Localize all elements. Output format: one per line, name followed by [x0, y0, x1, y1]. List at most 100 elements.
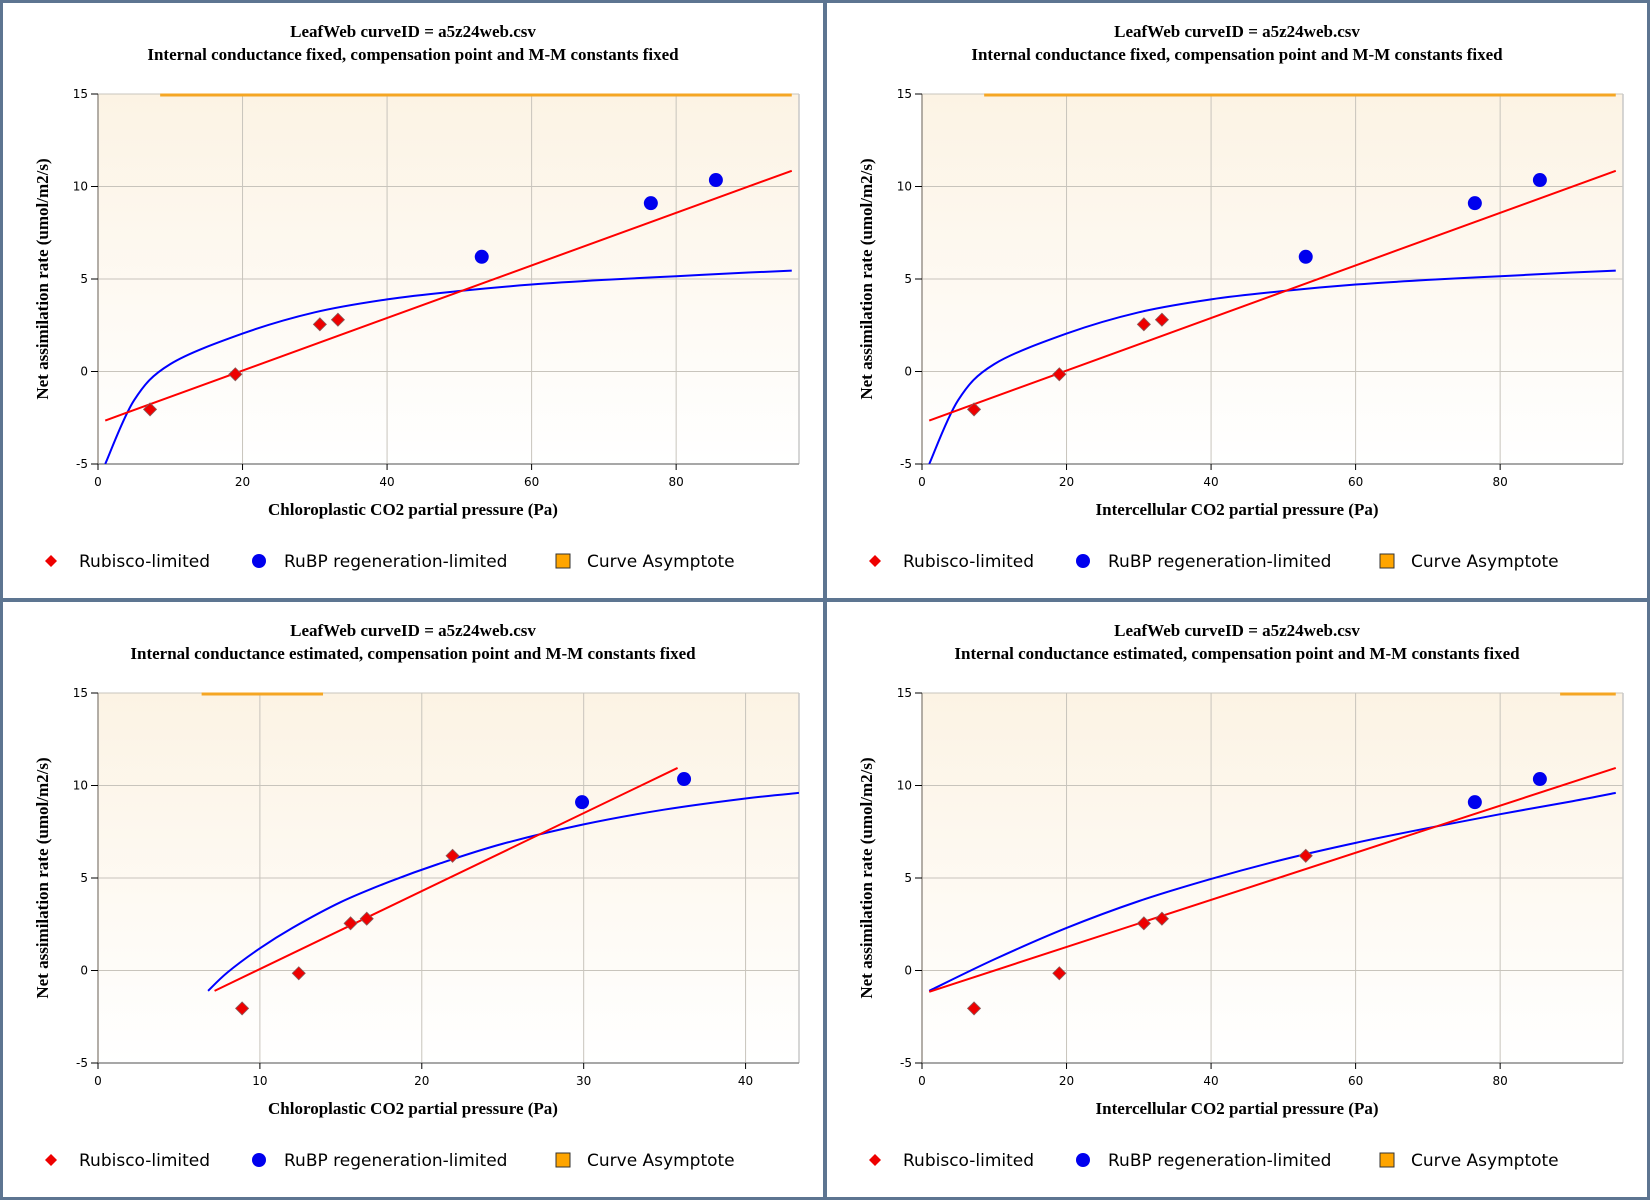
legend-asymptote-icon [555, 553, 571, 569]
x-tick-label: 40 [379, 475, 394, 489]
y-tick-label: 0 [80, 964, 88, 978]
x-tick-label: 40 [738, 1074, 753, 1088]
x-tick-label: 60 [1348, 475, 1363, 489]
chart-subtitle: Internal conductance estimated, compensa… [954, 644, 1520, 663]
rubp-point [575, 795, 590, 810]
x-tick-label: 60 [524, 475, 539, 489]
y-tick-label: 0 [904, 365, 912, 379]
chart-subtitle: Internal conductance fixed, compensation… [147, 45, 679, 64]
legend-rubisco-label: Rubisco-limited [903, 1151, 1034, 1171]
chart-svg: LeafWeb curveID = a5z24web.csv Internal c… [33, 621, 800, 1171]
chart-title: LeafWeb curveID = a5z24web.csv [1114, 621, 1360, 640]
legend-rubp-icon [1076, 1153, 1090, 1167]
legend-rubisco-icon [869, 555, 881, 567]
rubisco-point [1298, 848, 1313, 863]
y-axis-title: Net assimilation rate (umol/m2/s) [857, 158, 876, 399]
chart-title: LeafWeb curveID = a5z24web.csv [290, 22, 536, 41]
y-tick-label: -5 [900, 1056, 912, 1070]
y-tick-label: -5 [76, 457, 88, 471]
x-axis-title: Intercellular CO2 partial pressure (Pa) [1096, 1099, 1379, 1118]
rubisco-point [359, 911, 374, 926]
horizontal-divider [0, 598, 1650, 602]
y-tick-label: 15 [73, 686, 88, 700]
rubisco-fit-line [928, 766, 1617, 993]
rubisco-point [1136, 916, 1151, 931]
legend-rubp-label: RuBP regeneration-limited [284, 1151, 507, 1171]
legend-asymptote-label: Curve Asymptote [587, 1151, 735, 1171]
rubp-point [708, 173, 723, 188]
rubisco-point [1154, 312, 1169, 327]
legend-rubp-label: RuBP regeneration-limited [1108, 552, 1331, 572]
x-tick-label: 80 [669, 475, 684, 489]
y-tick-label: 15 [897, 686, 912, 700]
legend-rubp-label: RuBP regeneration-limited [1108, 1151, 1331, 1171]
rubp-fit-curve [104, 269, 792, 464]
y-tick-label: 10 [897, 779, 912, 793]
y-tick-label: -5 [900, 457, 912, 471]
x-tick-label: 0 [918, 475, 926, 489]
legend-asymptote-label: Curve Asymptote [1411, 1151, 1559, 1171]
y-tick-label: 5 [904, 272, 912, 286]
chart-svg: LeafWeb curveID = a5z24web.csv Internal c… [857, 621, 1624, 1171]
rubisco-point [1052, 367, 1067, 382]
rubisco-point [1154, 911, 1169, 926]
rubisco-point [330, 312, 345, 327]
y-tick-label: 10 [73, 180, 88, 194]
series-group [928, 93, 1617, 464]
y-tick-label: 0 [80, 365, 88, 379]
chart-subtitle: Internal conductance estimated, compensa… [130, 644, 696, 663]
legend-rubisco-label: Rubisco-limited [903, 552, 1034, 572]
series-group [104, 93, 793, 464]
y-tick-label: -5 [76, 1056, 88, 1070]
x-tick-label: 40 [1203, 475, 1218, 489]
chart-panel-bottom-left: LeafWeb curveID = a5z24web.csv Internal c… [3, 602, 823, 1197]
y-axis-title: Net assimilation rate (umol/m2/s) [33, 757, 52, 998]
legend-asymptote-label: Curve Asymptote [587, 552, 735, 572]
x-tick-label: 30 [576, 1074, 591, 1088]
rubp-fit-curve [207, 791, 799, 992]
y-tick-label: 15 [73, 87, 88, 101]
y-tick-label: 15 [897, 87, 912, 101]
legend-asymptote-icon [1379, 553, 1395, 569]
chart-svg: LeafWeb curveID = a5z24web.csv Internal c… [857, 22, 1624, 572]
legend-rubisco-label: Rubisco-limited [79, 1151, 210, 1171]
rubisco-fit-line [214, 767, 679, 992]
rubp-fit-curve [928, 269, 1616, 464]
rubisco-fit-line [104, 169, 793, 422]
series-group [201, 692, 799, 992]
x-tick-label: 20 [235, 475, 250, 489]
legend-rubp-icon [1076, 554, 1090, 568]
rubp-point [677, 772, 692, 787]
rubisco-point [312, 317, 327, 332]
rubisco-fit-line [928, 169, 1617, 422]
x-tick-label: 80 [1493, 1074, 1508, 1088]
x-tick-label: 60 [1348, 1074, 1363, 1088]
legend-rubp-label: RuBP regeneration-limited [284, 552, 507, 572]
x-tick-label: 0 [94, 1074, 102, 1088]
chart-title: LeafWeb curveID = a5z24web.csv [290, 621, 536, 640]
x-axis-title: Chloroplastic CO2 partial pressure (Pa) [268, 500, 558, 519]
y-tick-label: 10 [897, 180, 912, 194]
legend-rubp-icon [252, 1153, 266, 1167]
rubisco-point [1136, 317, 1151, 332]
chart-panel-top-right: LeafWeb curveID = a5z24web.csv Internal c… [827, 3, 1647, 598]
rubisco-point [343, 916, 358, 931]
rubp-point [1532, 173, 1547, 188]
x-tick-label: 20 [414, 1074, 429, 1088]
rubp-point [643, 196, 658, 211]
legend-rubisco-icon [45, 555, 57, 567]
x-tick-label: 10 [252, 1074, 267, 1088]
x-tick-label: 80 [1493, 475, 1508, 489]
rubisco-point [142, 402, 158, 417]
legend-rubisco-icon [869, 1154, 881, 1166]
y-tick-label: 5 [904, 871, 912, 885]
rubisco-point [228, 367, 243, 382]
x-tick-label: 40 [1203, 1074, 1218, 1088]
chart-subtitle: Internal conductance fixed, compensation… [971, 45, 1503, 64]
chart-panel-top-left: LeafWeb curveID = a5z24web.csv Internal c… [3, 3, 823, 598]
rubisco-point [966, 1001, 982, 1016]
y-tick-label: 0 [904, 964, 912, 978]
legend-rubisco-icon [45, 1154, 57, 1166]
legend-asymptote-icon [555, 1152, 571, 1168]
rubisco-point [1052, 966, 1067, 981]
